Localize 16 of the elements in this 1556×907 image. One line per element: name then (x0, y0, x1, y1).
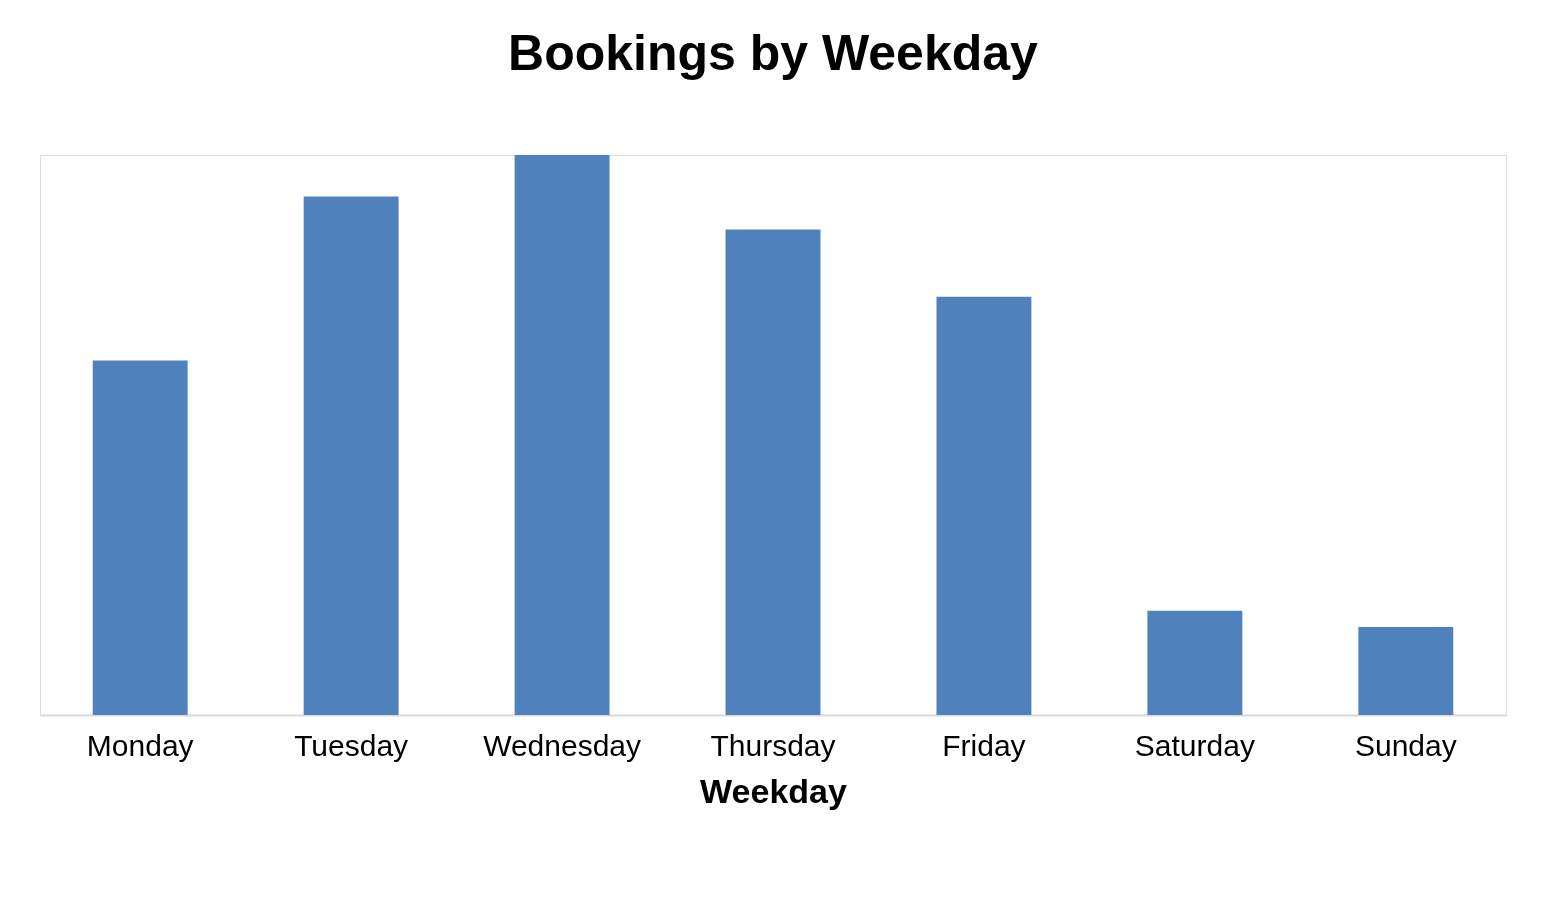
chart-title: Bookings by Weekday (508, 25, 1039, 81)
bar (936, 296, 1032, 715)
x-tick-label: Thursday (710, 728, 836, 762)
bar (725, 229, 821, 715)
x-tick-label: Saturday (1134, 728, 1255, 762)
x-tick-label: Tuesday (294, 728, 409, 762)
x-axis-title: Weekday (700, 771, 847, 810)
bar (92, 360, 188, 715)
bar (303, 196, 399, 715)
x-tick-label: Sunday (1354, 728, 1457, 762)
x-tick-label: Friday (942, 728, 1026, 762)
bar (1147, 610, 1243, 715)
bar (1358, 627, 1454, 715)
bar (514, 155, 610, 715)
x-tick-label: Wednesday (483, 728, 642, 762)
x-tick-label: Monday (86, 728, 194, 762)
